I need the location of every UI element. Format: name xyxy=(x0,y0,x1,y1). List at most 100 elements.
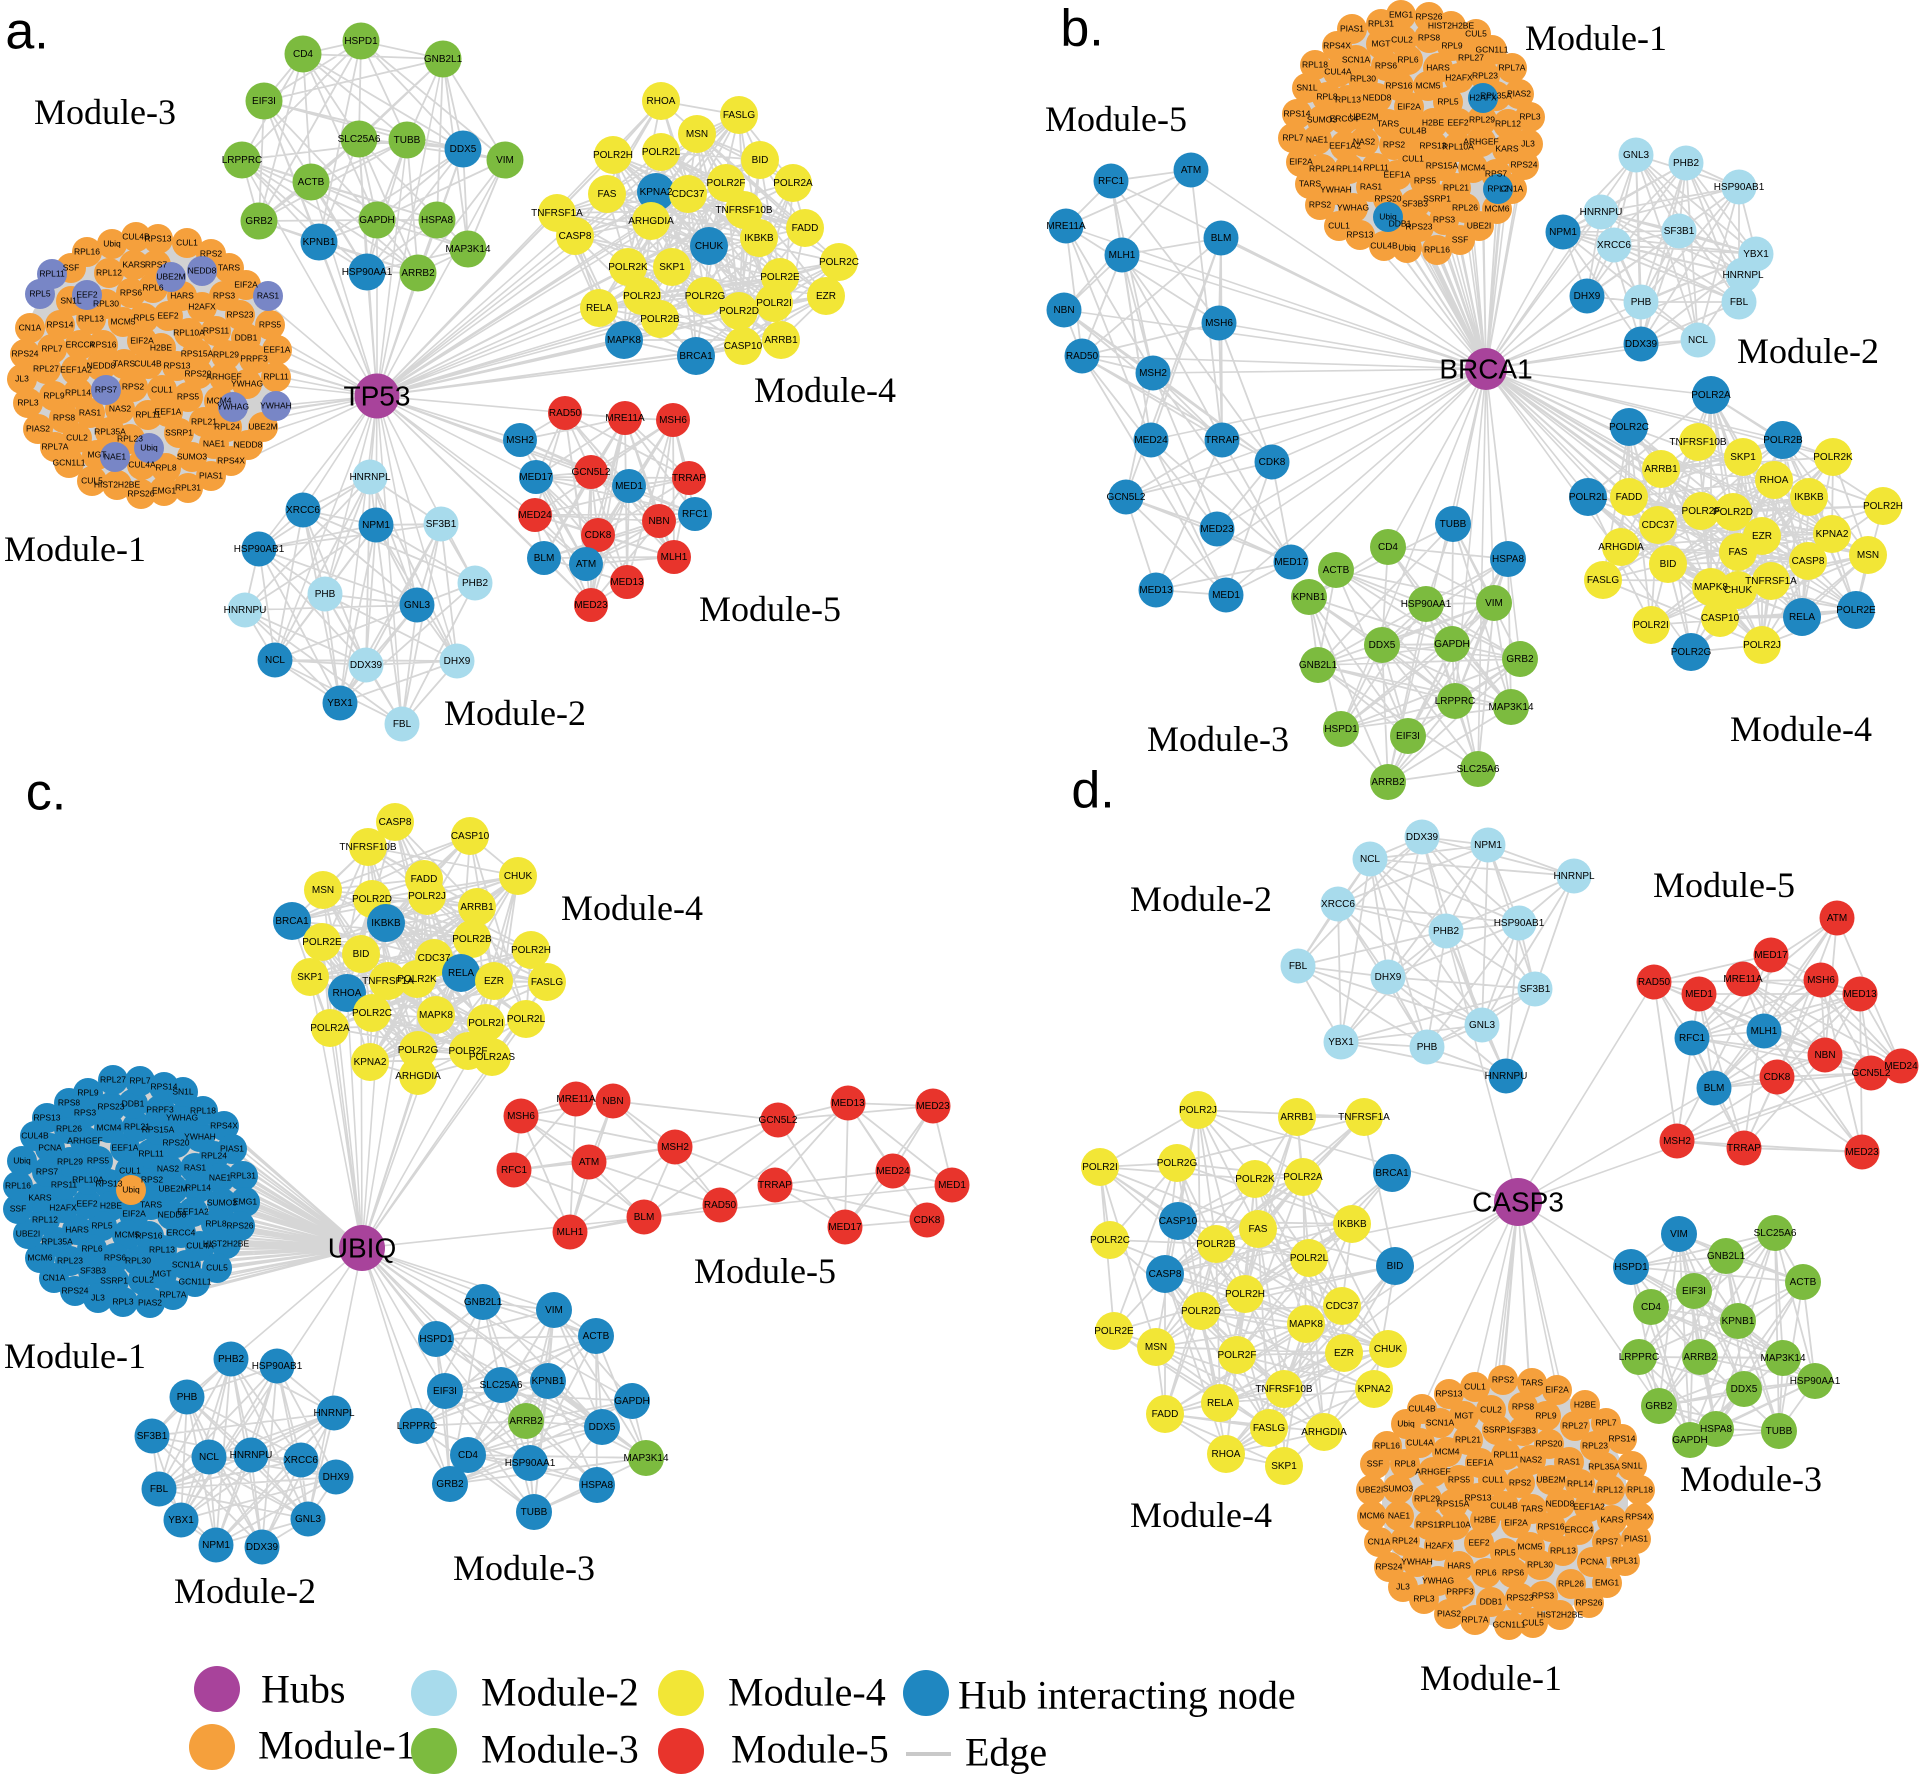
svg-text:RPS5: RPS5 xyxy=(259,320,281,330)
svg-text:HSPD1: HSPD1 xyxy=(344,36,378,47)
svg-text:RPL8: RPL8 xyxy=(155,463,177,473)
svg-text:UBE2I: UBE2I xyxy=(1359,1485,1384,1495)
svg-text:CD4: CD4 xyxy=(1641,1302,1661,1313)
svg-text:ARHGEF: ARHGEF xyxy=(206,372,241,382)
svg-text:RPL13: RPL13 xyxy=(78,314,104,324)
svg-text:CUL4B: CUL4B xyxy=(1408,1404,1436,1414)
svg-text:POLR2D: POLR2D xyxy=(719,306,759,317)
svg-text:TARS: TARS xyxy=(1299,179,1321,189)
svg-text:Ubiq: Ubiq xyxy=(122,1185,140,1195)
svg-text:TNFRSF10B: TNFRSF10B xyxy=(1669,437,1727,448)
svg-text:RPL30: RPL30 xyxy=(1350,74,1376,84)
svg-text:DDB1: DDB1 xyxy=(1389,219,1412,229)
svg-text:RPL27: RPL27 xyxy=(100,1075,126,1085)
svg-text:Edge: Edge xyxy=(965,1730,1047,1775)
svg-text:RPL8: RPL8 xyxy=(205,1219,227,1229)
svg-text:RPL11: RPL11 xyxy=(135,410,161,420)
svg-text:PRPF3: PRPF3 xyxy=(146,1105,174,1115)
svg-text:RPL29: RPL29 xyxy=(57,1157,83,1167)
svg-text:DDX5: DDX5 xyxy=(589,1422,616,1433)
svg-text:RPL7A: RPL7A xyxy=(1499,63,1526,73)
svg-text:Module-2: Module-2 xyxy=(174,1571,316,1611)
svg-text:SF3B1: SF3B1 xyxy=(426,519,457,530)
svg-text:GCN5L2: GCN5L2 xyxy=(1107,492,1146,503)
svg-text:JL3: JL3 xyxy=(1396,1582,1410,1592)
svg-text:HNRNPU: HNRNPU xyxy=(230,1450,273,1461)
svg-text:CHUK: CHUK xyxy=(1724,585,1753,596)
svg-text:MSH6: MSH6 xyxy=(659,415,687,426)
svg-text:EZR: EZR xyxy=(484,976,504,987)
svg-text:HNRNPL: HNRNPL xyxy=(1722,270,1764,281)
svg-text:POLR2I: POLR2I xyxy=(468,1018,504,1029)
svg-text:BLM: BLM xyxy=(1211,233,1232,244)
svg-text:KPNA2: KPNA2 xyxy=(1816,529,1849,540)
svg-text:LRPPRC: LRPPRC xyxy=(222,155,263,166)
svg-text:SKP1: SKP1 xyxy=(1271,1461,1297,1472)
svg-text:ARHGEF: ARHGEF xyxy=(1415,1467,1450,1477)
svg-text:FASLG: FASLG xyxy=(723,110,755,121)
svg-text:MED1: MED1 xyxy=(1212,590,1240,601)
svg-text:RPL26: RPL26 xyxy=(1452,203,1478,213)
svg-text:RPS6: RPS6 xyxy=(104,1253,126,1263)
svg-text:YWHAG: YWHAG xyxy=(231,379,263,389)
svg-text:CN1A: CN1A xyxy=(19,323,42,333)
svg-text:HNRNPL: HNRNPL xyxy=(313,1408,355,1419)
svg-text:CUL4A: CUL4A xyxy=(186,1241,214,1251)
svg-text:Module-3: Module-3 xyxy=(34,92,176,132)
svg-text:MAPK8: MAPK8 xyxy=(419,1010,453,1021)
svg-text:KPNA2: KPNA2 xyxy=(1358,1384,1391,1395)
svg-text:EIF3I: EIF3I xyxy=(1396,731,1420,742)
svg-text:CDC37: CDC37 xyxy=(672,189,705,200)
svg-text:RPL30: RPL30 xyxy=(1527,1560,1553,1570)
svg-text:CUL1: CUL1 xyxy=(1328,221,1350,231)
svg-text:MED1: MED1 xyxy=(615,481,643,492)
svg-text:PHB2: PHB2 xyxy=(462,578,489,589)
svg-text:RPL26: RPL26 xyxy=(56,1124,82,1134)
svg-text:HSP90AB1: HSP90AB1 xyxy=(1494,918,1545,929)
svg-text:EIF3I: EIF3I xyxy=(433,1386,457,1397)
svg-text:GCN5L2: GCN5L2 xyxy=(572,467,611,478)
svg-text:Module-5: Module-5 xyxy=(694,1251,836,1291)
svg-text:SN1L: SN1L xyxy=(1296,83,1318,93)
svg-text:EEF1A2: EEF1A2 xyxy=(1573,1502,1605,1512)
svg-text:MSN: MSN xyxy=(1145,1342,1167,1353)
svg-text:RPL7A: RPL7A xyxy=(1462,1615,1489,1625)
svg-text:RPS14: RPS14 xyxy=(1609,1434,1636,1444)
svg-text:POLR2I: POLR2I xyxy=(756,298,792,309)
svg-text:RELA: RELA xyxy=(448,968,474,979)
svg-text:EZR: EZR xyxy=(1334,1348,1354,1359)
svg-text:POLR2K: POLR2K xyxy=(1813,452,1853,463)
svg-text:RPL5: RPL5 xyxy=(1494,1548,1516,1558)
svg-text:RPL12: RPL12 xyxy=(32,1215,58,1225)
svg-text:Ubiq: Ubiq xyxy=(140,443,158,453)
svg-text:RPL10A: RPL10A xyxy=(72,1175,104,1185)
svg-text:RPL18: RPL18 xyxy=(1627,1485,1653,1495)
svg-text:RPL26: RPL26 xyxy=(1558,1579,1584,1589)
svg-text:ARRB1: ARRB1 xyxy=(764,335,798,346)
svg-text:KPNB1: KPNB1 xyxy=(532,1376,565,1387)
svg-text:CN1A: CN1A xyxy=(1501,184,1524,194)
svg-text:HARS: HARS xyxy=(1447,1561,1471,1571)
svg-text:MED24: MED24 xyxy=(1884,1061,1918,1072)
svg-text:SCN1A: SCN1A xyxy=(1342,55,1371,65)
svg-text:SF3B3: SF3B3 xyxy=(80,1266,106,1276)
svg-text:RPS20: RPS20 xyxy=(1536,1439,1563,1449)
svg-text:POLR2J: POLR2J xyxy=(623,291,661,302)
svg-text:Module-3: Module-3 xyxy=(453,1548,595,1588)
svg-text:RPL6: RPL6 xyxy=(1475,1568,1497,1578)
svg-text:H2BE: H2BE xyxy=(1422,118,1445,128)
svg-text:MGT: MGT xyxy=(1455,1411,1474,1421)
svg-text:RPS13: RPS13 xyxy=(145,234,172,244)
svg-text:FAS: FAS xyxy=(1729,547,1748,558)
svg-text:HIST2H2BE: HIST2H2BE xyxy=(203,1239,250,1249)
svg-text:RPL29: RPL29 xyxy=(213,350,239,360)
svg-text:RPS24: RPS24 xyxy=(12,349,39,359)
svg-text:POLR2K: POLR2K xyxy=(397,974,437,985)
svg-text:HSPD1: HSPD1 xyxy=(419,1334,453,1345)
svg-text:NPM1: NPM1 xyxy=(362,520,390,531)
svg-text:EMG1: EMG1 xyxy=(152,486,176,496)
svg-text:CUL5: CUL5 xyxy=(81,476,103,486)
svg-text:RPL23: RPL23 xyxy=(1582,1441,1608,1451)
svg-text:RPS2: RPS2 xyxy=(1509,1478,1531,1488)
svg-text:RPS24: RPS24 xyxy=(1376,1562,1403,1572)
